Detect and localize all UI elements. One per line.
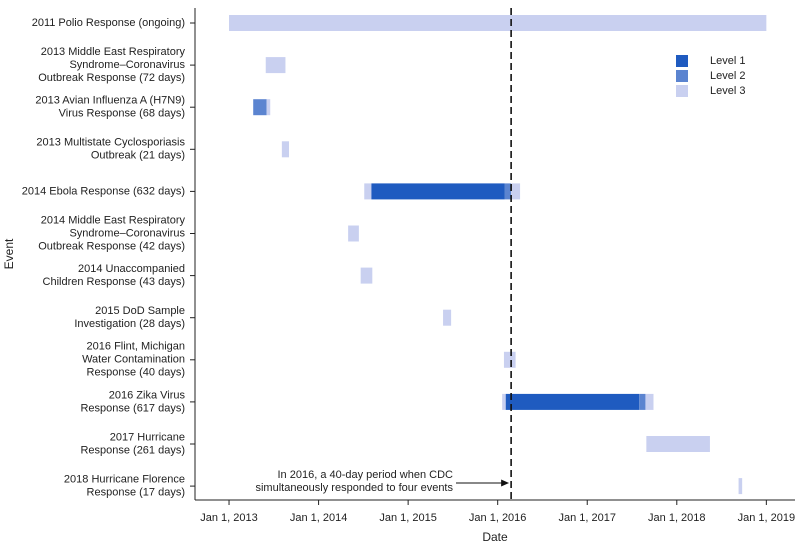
annotation: simultaneously responded to four events bbox=[255, 482, 453, 494]
event-label: 2014 Unaccompanied bbox=[78, 263, 185, 275]
x-axis-label: Date bbox=[482, 530, 508, 544]
event-label: Response (261 days) bbox=[80, 444, 185, 456]
event-label: 2013 Multistate Cyclosporiasis bbox=[36, 137, 185, 149]
event-label: Response (17 days) bbox=[87, 487, 185, 499]
event-label: 2014 Ebola Response (632 days) bbox=[22, 185, 185, 197]
segment bbox=[348, 225, 359, 242]
segment bbox=[281, 141, 290, 158]
event-label: Investigation (28 days) bbox=[74, 318, 185, 330]
x-tick-label: Jan 1, 2016 bbox=[469, 512, 527, 524]
x-tick-label: Jan 1, 2015 bbox=[379, 512, 437, 524]
legend-label: Level 3 bbox=[710, 85, 745, 97]
event-label: 2016 Zika Virus bbox=[109, 389, 186, 401]
event-label: 2013 Middle East Respiratory bbox=[41, 46, 186, 58]
segment bbox=[253, 99, 267, 116]
event-label: Outbreak (21 days) bbox=[91, 150, 185, 162]
segment bbox=[265, 57, 286, 74]
event-label: Outbreak Response (42 days) bbox=[38, 240, 185, 252]
event-label: 2014 Middle East Respiratory bbox=[41, 214, 186, 226]
event-label: Response (40 days) bbox=[87, 367, 185, 379]
event-label: Children Response (43 days) bbox=[43, 276, 185, 288]
legend-label: Level 2 bbox=[710, 70, 745, 82]
x-tick-label: Jan 1, 2018 bbox=[648, 512, 706, 524]
segment bbox=[502, 393, 506, 410]
event-label: Outbreak Response (72 days) bbox=[38, 72, 185, 84]
segment bbox=[364, 183, 372, 200]
event-label: Virus Response (68 days) bbox=[59, 108, 185, 120]
y-axis-label: Event bbox=[2, 238, 16, 269]
x-tick-label: Jan 1, 2013 bbox=[200, 512, 258, 524]
segment bbox=[443, 309, 452, 326]
legend-swatch bbox=[676, 85, 688, 97]
legend-swatch bbox=[676, 70, 688, 82]
segment bbox=[639, 393, 646, 410]
event-label: 2018 Hurricane Florence bbox=[64, 474, 185, 486]
segment bbox=[646, 436, 710, 452]
segment bbox=[371, 183, 505, 200]
event-label: 2017 Hurricane bbox=[110, 431, 185, 443]
segment bbox=[503, 351, 516, 368]
x-tick-label: Jan 1, 2014 bbox=[290, 512, 348, 524]
annotation: In 2016, a 40-day period when CDC bbox=[278, 469, 454, 481]
event-label: Syndrome–Coronavirus bbox=[69, 59, 185, 71]
legend-swatch bbox=[676, 55, 688, 67]
event-label: Syndrome–Coronavirus bbox=[69, 227, 185, 239]
event-label: 2015 DoD Sample bbox=[95, 305, 185, 317]
legend-label: Level 1 bbox=[710, 55, 745, 67]
x-tick-label: Jan 1, 2017 bbox=[558, 512, 616, 524]
segment bbox=[738, 478, 743, 495]
event-label: 2011 Polio Response (ongoing) bbox=[32, 17, 185, 29]
segment bbox=[505, 393, 640, 410]
event-label: 2013 Avian Influenza A (H7N9) bbox=[35, 95, 185, 107]
segment bbox=[645, 393, 654, 410]
segment bbox=[511, 183, 521, 200]
segment bbox=[266, 99, 271, 116]
event-label: Response (617 days) bbox=[80, 402, 185, 414]
event-label: Water Contamination bbox=[82, 354, 185, 366]
x-tick-label: Jan 1, 2019 bbox=[738, 512, 796, 524]
arrow-head bbox=[501, 479, 510, 487]
segment bbox=[229, 15, 767, 31]
segment bbox=[360, 267, 373, 284]
event-label: 2016 Flint, Michigan bbox=[87, 341, 185, 353]
segment bbox=[504, 183, 512, 200]
